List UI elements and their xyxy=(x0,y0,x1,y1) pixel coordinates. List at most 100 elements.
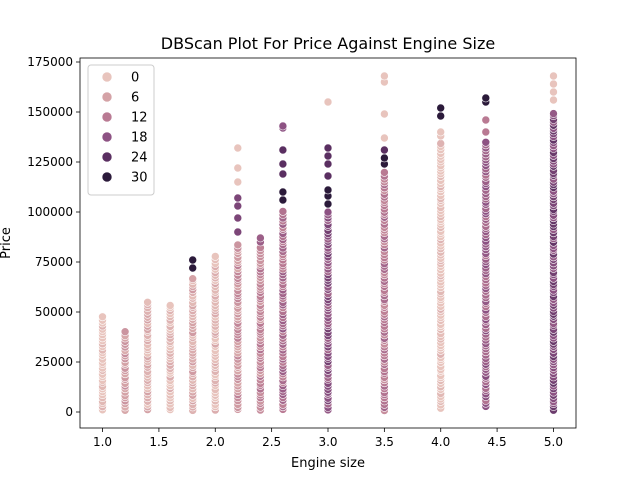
data-point xyxy=(481,138,491,147)
legend-label: 0 xyxy=(131,71,139,86)
data-point xyxy=(323,185,333,195)
column-group xyxy=(98,312,107,415)
data-point xyxy=(278,169,288,179)
column-group xyxy=(380,71,389,415)
data-point xyxy=(481,127,491,137)
legend-marker xyxy=(101,131,113,143)
data-point xyxy=(481,115,491,125)
y-tick-label: 75000 xyxy=(35,255,73,269)
legend-label: 6 xyxy=(131,91,139,106)
x-tick-label: 4.5 xyxy=(488,435,507,449)
data-point xyxy=(120,327,130,337)
data-point xyxy=(323,159,333,169)
legend-marker xyxy=(101,71,113,83)
legend-label: 18 xyxy=(131,131,148,146)
data-point xyxy=(323,199,333,209)
column-group xyxy=(188,255,197,415)
data-point xyxy=(233,201,243,211)
legend-marker xyxy=(101,171,113,183)
x-tick-label: 1.5 xyxy=(149,435,168,449)
x-tick-label: 5.0 xyxy=(544,435,563,449)
data-point xyxy=(278,187,288,197)
column-group xyxy=(211,252,220,415)
data-point xyxy=(233,213,243,223)
data-point xyxy=(323,151,333,161)
data-point xyxy=(549,71,558,81)
data-point xyxy=(233,177,243,187)
column-group xyxy=(233,143,243,414)
data-point xyxy=(436,139,446,148)
data-point xyxy=(436,103,446,113)
data-point xyxy=(380,109,389,119)
column-group xyxy=(143,297,152,414)
x-axis-label: Engine size xyxy=(291,456,365,471)
data-point xyxy=(188,263,197,273)
data-point xyxy=(323,171,333,181)
column-group xyxy=(323,97,333,415)
legend-label: 24 xyxy=(131,151,148,166)
data-point xyxy=(323,143,333,153)
data-point xyxy=(380,145,389,155)
x-tick-label: 2.5 xyxy=(262,435,281,449)
data-point xyxy=(233,193,243,203)
x-tick-label: 2.0 xyxy=(206,435,225,449)
x-tick-label: 3.0 xyxy=(318,435,337,449)
legend-label: 30 xyxy=(131,171,148,186)
chart-title: DBScan Plot For Price Against Engine Siz… xyxy=(161,34,495,53)
points-layer xyxy=(98,71,558,415)
y-tick-label: 50000 xyxy=(35,305,73,319)
data-point xyxy=(98,312,107,322)
data-point xyxy=(549,109,558,118)
data-point xyxy=(278,195,288,205)
y-tick-label: 175000 xyxy=(27,55,73,69)
data-point xyxy=(233,143,243,153)
x-tick-label: 3.5 xyxy=(375,435,394,449)
legend: 0 6 12 18 24 30 xyxy=(87,64,155,196)
data-point xyxy=(278,121,288,131)
data-point xyxy=(549,87,558,97)
y-tick-label: 25000 xyxy=(35,355,73,369)
column-group xyxy=(120,327,130,415)
data-point xyxy=(549,79,558,89)
data-point xyxy=(436,127,446,137)
data-point xyxy=(380,168,389,177)
y-tick-label: 150000 xyxy=(27,105,73,119)
column-group xyxy=(549,71,558,415)
data-point xyxy=(278,145,288,155)
x-axis-ticks: 1.0 1.5 2.0 2.5 3.0 3.5 4.0 4.5 5.0 xyxy=(93,428,563,449)
data-point xyxy=(380,133,389,143)
data-point xyxy=(233,240,243,250)
data-point xyxy=(211,252,220,261)
data-point xyxy=(233,163,243,173)
x-tick-label: 1.0 xyxy=(93,435,112,449)
data-point xyxy=(323,207,333,217)
y-tick-label: 0 xyxy=(65,405,73,419)
legend-marker xyxy=(101,111,113,123)
y-axis-label: Price xyxy=(0,227,14,259)
legend-marker xyxy=(101,151,113,163)
y-tick-label: 125000 xyxy=(27,155,73,169)
column-group xyxy=(481,93,491,411)
data-point xyxy=(380,153,389,163)
data-point xyxy=(188,255,197,265)
data-point xyxy=(380,71,389,81)
legend-label: 12 xyxy=(131,111,148,126)
column-group xyxy=(256,233,265,415)
data-point xyxy=(436,111,446,121)
data-point xyxy=(143,297,152,307)
data-point xyxy=(549,95,558,105)
data-point xyxy=(233,227,243,237)
column-group xyxy=(436,103,446,413)
x-tick-label: 4.0 xyxy=(431,435,450,449)
legend-marker xyxy=(101,91,113,103)
column-group xyxy=(278,121,288,414)
y-axis-ticks: 0 25000 50000 75000 100000 125000 150000 175000 xyxy=(27,55,80,419)
data-point xyxy=(165,301,175,310)
data-point xyxy=(323,97,333,107)
data-point xyxy=(481,93,491,103)
data-point xyxy=(256,233,265,243)
data-point xyxy=(278,207,288,216)
data-point xyxy=(188,274,197,284)
y-tick-label: 100000 xyxy=(27,205,73,219)
